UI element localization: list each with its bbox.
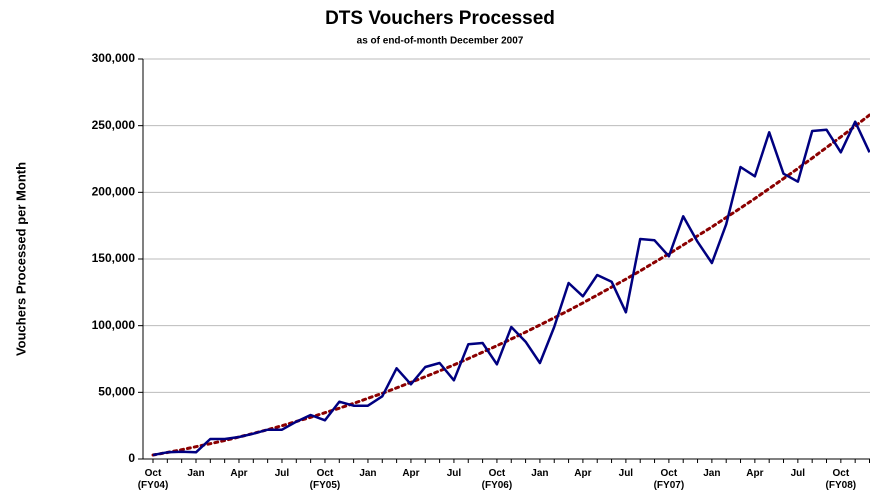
y-axis-label: Vouchers Processed per Month bbox=[13, 162, 28, 356]
x-tick-label: Jul bbox=[274, 468, 290, 479]
x-tick-label: Apr bbox=[402, 468, 420, 479]
y-tick-label: 250,000 bbox=[92, 118, 136, 132]
chart-subtitle: as of end-of-month December 2007 bbox=[357, 36, 524, 47]
x-tick-label: Oct (FY05) bbox=[309, 468, 341, 491]
y-tick-label: 200,000 bbox=[92, 185, 136, 199]
y-tick-label: 100,000 bbox=[92, 318, 136, 332]
x-tick-label: Jan bbox=[531, 468, 549, 479]
x-tick-label: Jul bbox=[446, 468, 462, 479]
x-tick-label: Jan bbox=[359, 468, 377, 479]
y-tick-label: 50,000 bbox=[98, 385, 135, 399]
x-tick-label: Jul bbox=[790, 468, 806, 479]
series-line bbox=[151, 113, 870, 457]
x-tick-label: Jul bbox=[618, 468, 634, 479]
y-tick-label: 0 bbox=[128, 451, 135, 465]
series-line bbox=[152, 120, 870, 457]
x-tick-label: Apr bbox=[230, 468, 248, 479]
x-tick-label: Apr bbox=[746, 468, 764, 479]
x-tick-label: Oct (FY04) bbox=[137, 468, 169, 491]
x-tick-label: Jan bbox=[703, 468, 721, 479]
chart-title: DTS Vouchers Processed bbox=[325, 8, 555, 29]
y-tick-label: 300,000 bbox=[92, 51, 136, 65]
x-tick-label: Oct (FY07) bbox=[653, 468, 685, 491]
x-tick-label: Oct (FY08) bbox=[825, 468, 857, 491]
x-tick-label: Oct (FY06) bbox=[481, 468, 513, 491]
y-tick-label: 150,000 bbox=[92, 251, 136, 265]
x-tick-label: Apr bbox=[574, 468, 592, 479]
x-tick-label: Jan bbox=[187, 468, 205, 479]
